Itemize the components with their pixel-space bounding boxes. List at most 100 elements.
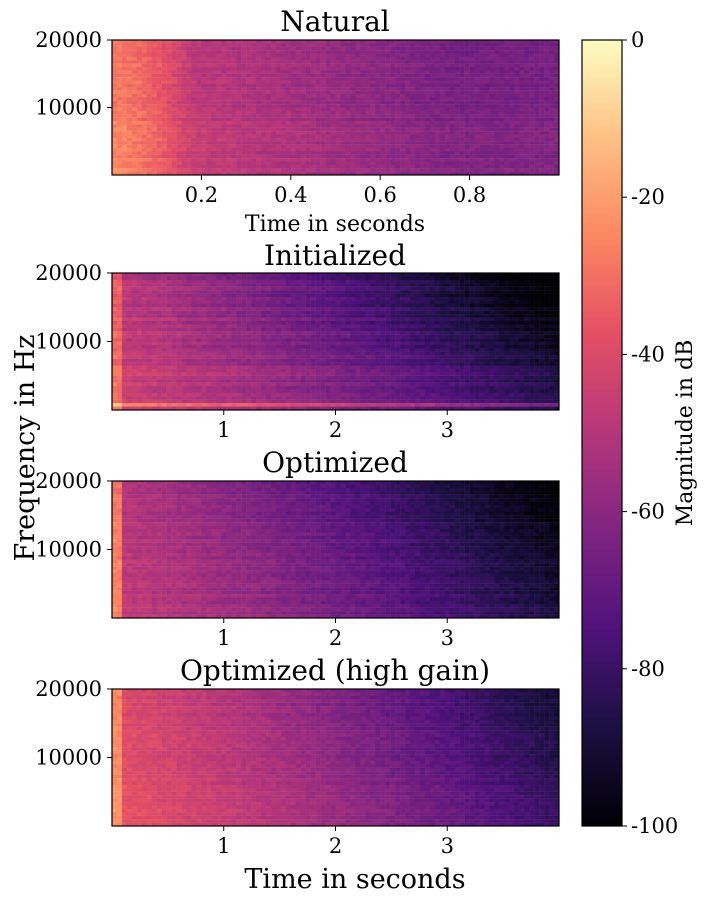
heatmap-cell: [554, 63, 559, 68]
heatmap-cell: [405, 107, 411, 112]
heatmap-cell: [290, 97, 297, 101]
heatmap-cell: [454, 60, 460, 64]
heatmap-cell: [499, 171, 505, 175]
heatmap-cell: [514, 317, 520, 322]
heatmap-cell: [434, 70, 441, 74]
heatmap-cell: [385, 121, 391, 125]
heatmap-cell: [544, 273, 550, 277]
heatmap-cell: [345, 53, 351, 58]
heatmap-cell: [375, 40, 381, 44]
heatmap-cell: [216, 286, 222, 291]
heatmap-cell: [136, 43, 143, 47]
heatmap-cell: [469, 104, 475, 108]
heatmap-cell: [330, 314, 336, 318]
heatmap-cell: [246, 307, 252, 311]
heatmap-cell: [494, 273, 500, 277]
heatmap-cell: [375, 121, 381, 125]
heatmap-cell: [216, 293, 222, 298]
heatmap-cell: [474, 46, 480, 51]
heatmap-cell: [494, 121, 500, 125]
heatmap-cell: [126, 43, 133, 47]
heatmap-cell: [161, 114, 167, 118]
heatmap-cell: [509, 43, 515, 47]
heatmap-cell: [310, 320, 316, 325]
heatmap-cell: [355, 161, 361, 166]
heatmap-cell: [216, 94, 222, 98]
heatmap-cell: [539, 117, 545, 122]
heatmap-cell: [136, 80, 143, 85]
heatmap-cell: [539, 310, 545, 315]
heatmap-cell: [375, 104, 381, 108]
heatmap-cell: [405, 80, 411, 85]
heatmap-cell: [295, 158, 301, 162]
heatmap-cell: [191, 50, 197, 54]
heatmap-cell: [146, 53, 152, 58]
heatmap-cell: [146, 141, 152, 145]
heatmap-cell: [340, 60, 346, 64]
heatmap-cell: [429, 290, 436, 294]
heatmap-cell: [261, 279, 267, 284]
heatmap-cell: [141, 127, 148, 132]
heatmap-cell: [479, 73, 485, 78]
heatmap-cell: [524, 100, 530, 105]
heatmap-cell: [256, 73, 262, 78]
heatmap-cell: [419, 56, 426, 61]
heatmap-cell: [310, 114, 316, 118]
heatmap-cell: [484, 273, 490, 277]
heatmap-cell: [454, 273, 460, 277]
heatmap-cell: [454, 40, 460, 44]
heatmap-cell: [459, 56, 465, 61]
heatmap-cell: [320, 148, 326, 152]
heatmap-cell: [439, 296, 446, 301]
heatmap-cell: [300, 70, 306, 74]
heatmap-cell: [419, 300, 426, 304]
heatmap-cell: [419, 53, 426, 58]
heatmap-cell: [236, 97, 242, 101]
heatmap-cell: [519, 100, 525, 105]
heatmap-cell: [201, 100, 207, 105]
heatmap-cell: [126, 94, 133, 98]
heatmap-cell: [335, 307, 341, 311]
heatmap-cell: [539, 50, 545, 54]
heatmap-cell: [474, 60, 480, 64]
heatmap-cell: [181, 40, 187, 44]
heatmap-cell: [459, 276, 465, 281]
heatmap-cell: [504, 134, 510, 139]
heatmap-cell: [554, 117, 559, 122]
heatmap-cell: [136, 124, 143, 128]
heatmap-cell: [236, 320, 242, 325]
heatmap-cell: [116, 87, 123, 91]
heatmap-cell: [474, 164, 480, 169]
heatmap-cell: [484, 303, 490, 308]
heatmap-cell: [524, 104, 530, 108]
heatmap-cell: [295, 117, 301, 122]
heatmap-cell: [270, 117, 277, 122]
heatmap-cell: [395, 40, 401, 44]
heatmap-cell: [256, 117, 262, 122]
heatmap-cell: [469, 161, 475, 166]
heatmap-cell: [554, 121, 559, 125]
heatmap-cell: [330, 317, 336, 322]
heatmap-cell: [186, 320, 192, 325]
heatmap-cell: [400, 104, 406, 108]
heatmap-cell: [171, 279, 177, 284]
heatmap-cell: [549, 43, 555, 47]
heatmap-cell: [305, 279, 311, 284]
heatmap-cell: [424, 300, 431, 304]
heatmap-cell: [121, 70, 128, 74]
heatmap-cell: [395, 151, 401, 155]
heatmap-cell: [494, 87, 500, 91]
heatmap-cell: [116, 100, 123, 105]
heatmap-cell: [429, 310, 436, 315]
heatmap-cell: [161, 168, 167, 172]
heatmap-cell: [449, 97, 455, 101]
heatmap-cell: [469, 73, 475, 78]
heatmap-cell: [444, 100, 450, 105]
heatmap-cell: [231, 171, 237, 175]
heatmap-cell: [126, 286, 133, 291]
heatmap-cell: [385, 273, 391, 277]
heatmap-cell: [489, 53, 495, 58]
heatmap-cell: [464, 121, 470, 125]
heatmap-cell: [549, 73, 555, 78]
heatmap-cell: [434, 90, 441, 95]
